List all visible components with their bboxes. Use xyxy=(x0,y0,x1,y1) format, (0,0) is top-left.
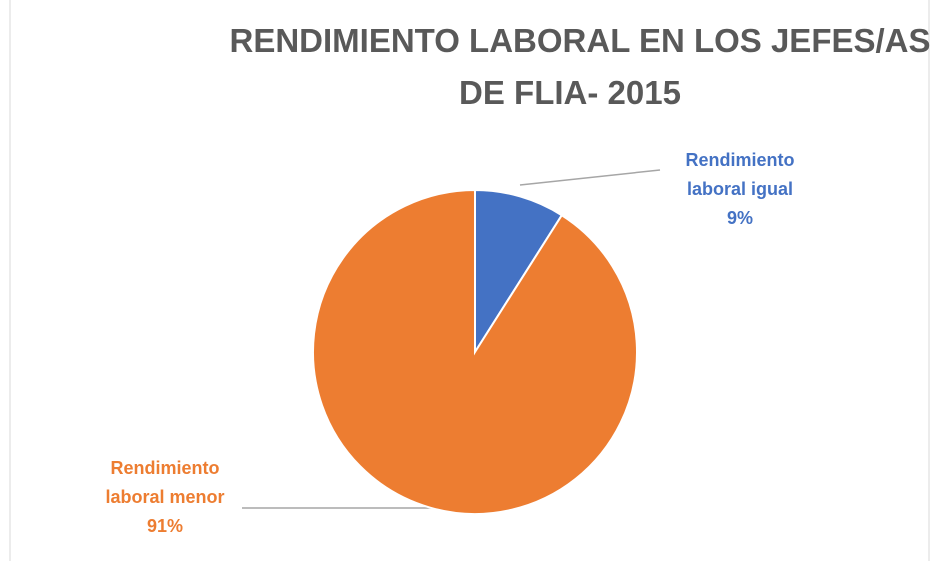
data-label: Rendimiento laboral menor 91% xyxy=(80,454,250,541)
value-label: 91% xyxy=(146,516,184,536)
chart-title: DE FLIA- 2015 xyxy=(459,74,681,111)
pie-slice xyxy=(312,188,638,515)
category-label: Rendimiento laboral menor xyxy=(105,458,225,507)
pie-slice xyxy=(474,188,564,356)
category-label: Rendimiento laboral igual xyxy=(685,150,795,199)
leader-line xyxy=(519,169,661,186)
chart-title: RENDIMIENTO LABORAL EN LOS JEFES/AS xyxy=(229,22,931,59)
data-label: Rendimiento laboral igual 9% xyxy=(660,146,820,233)
value-label: 9% xyxy=(726,208,753,228)
